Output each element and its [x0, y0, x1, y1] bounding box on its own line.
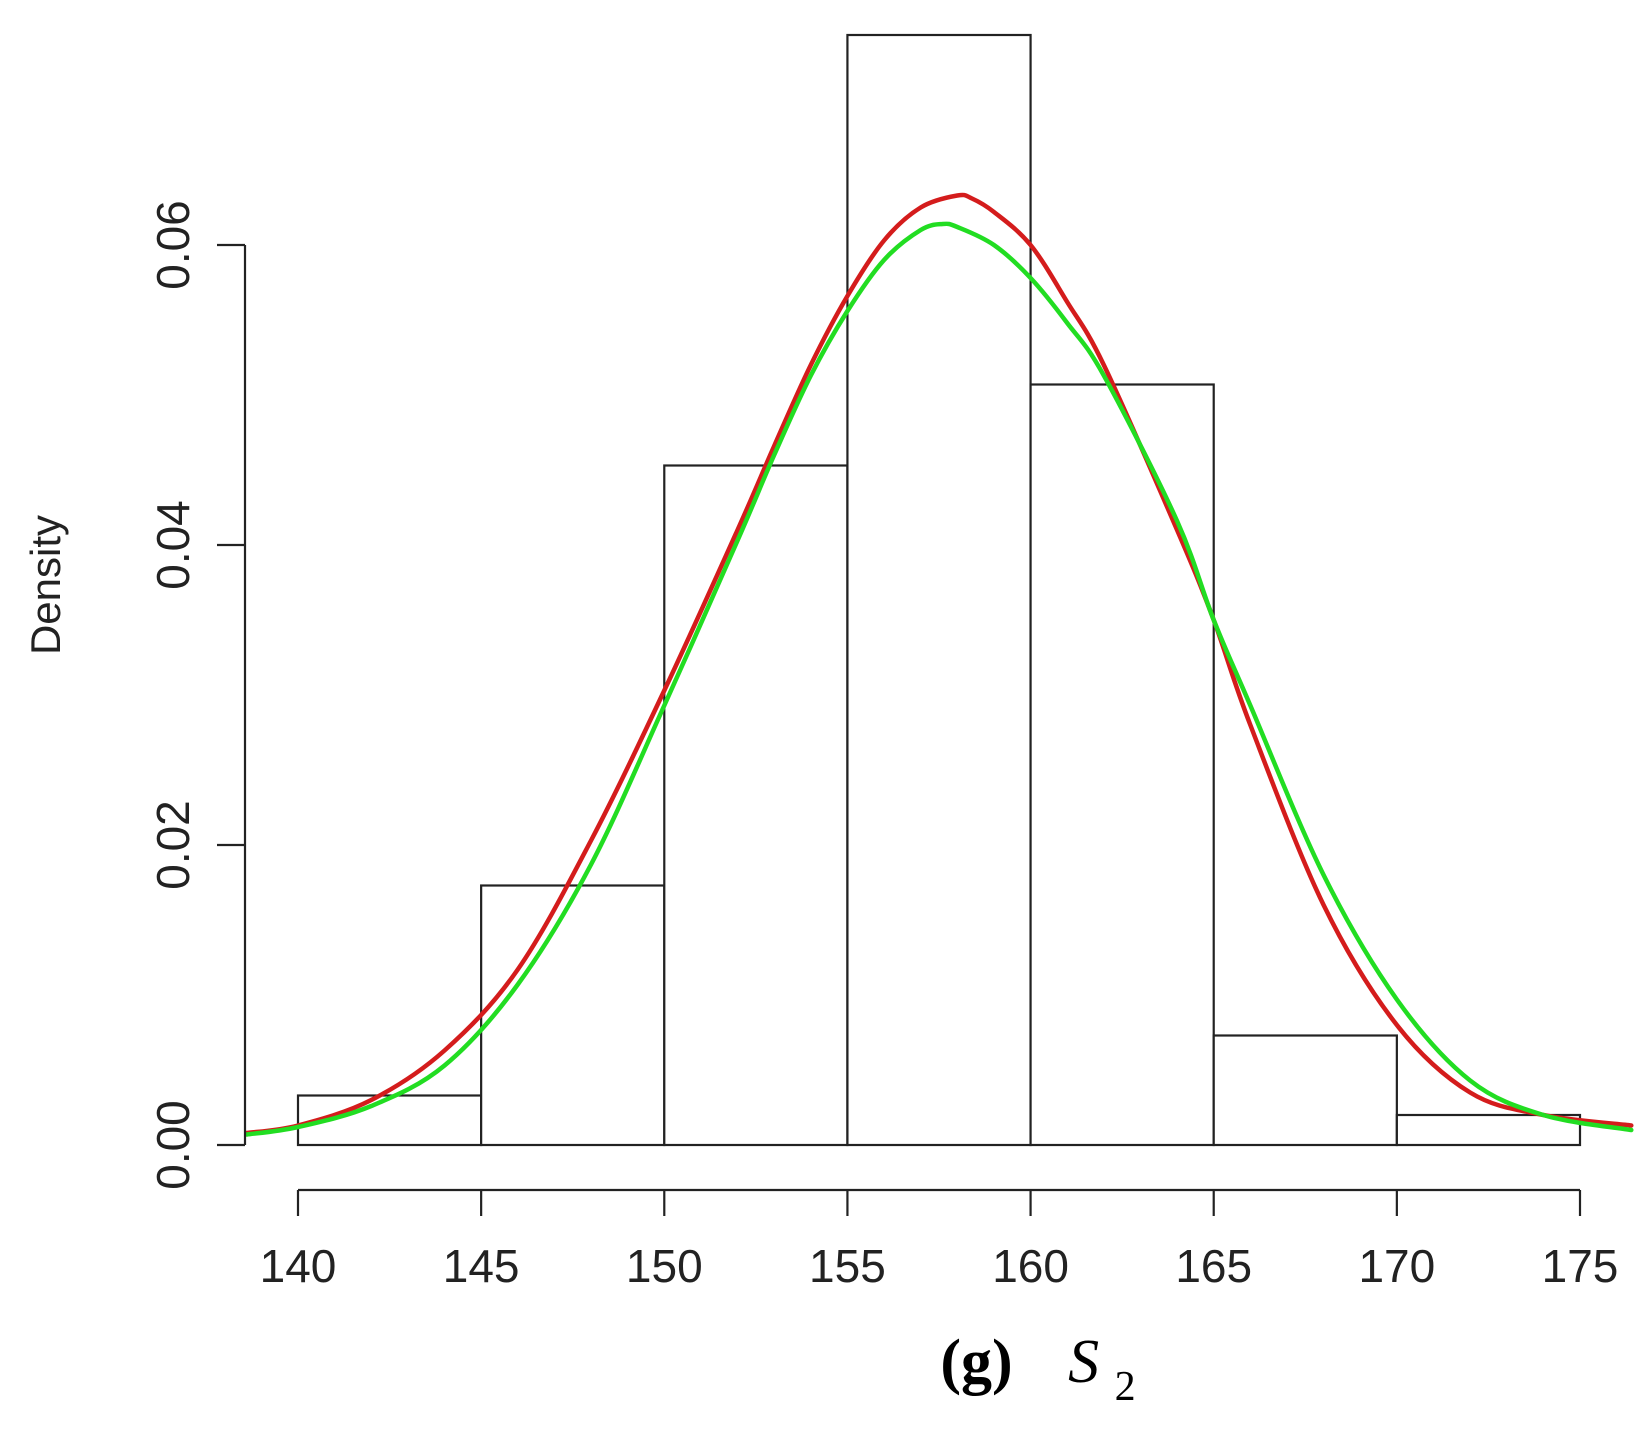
x-axis: 140 145 150 155 160 165 170 175	[260, 1188, 1619, 1292]
x-tick-label: 155	[809, 1240, 886, 1292]
density-curve-green	[244, 221, 1634, 1137]
x-tick-label: 165	[1175, 1240, 1252, 1292]
histogram-bar-165-170	[1212, 1034, 1398, 1147]
caption-label: (g)	[940, 1328, 1012, 1396]
x-tick-label: 170	[1358, 1240, 1435, 1292]
histogram-bar-145-150	[480, 884, 666, 1147]
caption-subscript: 2	[1115, 1364, 1136, 1410]
x-tick-label: 175	[1542, 1240, 1619, 1292]
density-curve-red	[244, 192, 1634, 1136]
histogram-bar-155-160	[846, 33, 1032, 1147]
histogram-bar-170-175	[1395, 1113, 1582, 1147]
y-axis: 0.00 0.02 0.04 0.06	[147, 200, 247, 1190]
x-tick-label: 150	[626, 1240, 703, 1292]
y-tick-label: 0.00	[147, 1100, 199, 1190]
histogram-bars	[296, 33, 1582, 1147]
histogram-bar-160-165	[1029, 383, 1215, 1147]
x-tick-label: 160	[992, 1240, 1069, 1292]
histogram-bar-150-155	[663, 464, 849, 1147]
density-curves	[244, 192, 1634, 1137]
y-tick-label: 0.04	[147, 500, 199, 590]
figure-caption: (g) S 2	[940, 1328, 1135, 1410]
y-tick-label: 0.02	[147, 800, 199, 890]
y-axis-title: Density	[22, 515, 69, 655]
caption-symbol: S	[1068, 1328, 1099, 1396]
x-tick-label: 145	[443, 1240, 520, 1292]
x-tick-label: 140	[260, 1240, 337, 1292]
y-tick-label: 0.06	[147, 200, 199, 290]
